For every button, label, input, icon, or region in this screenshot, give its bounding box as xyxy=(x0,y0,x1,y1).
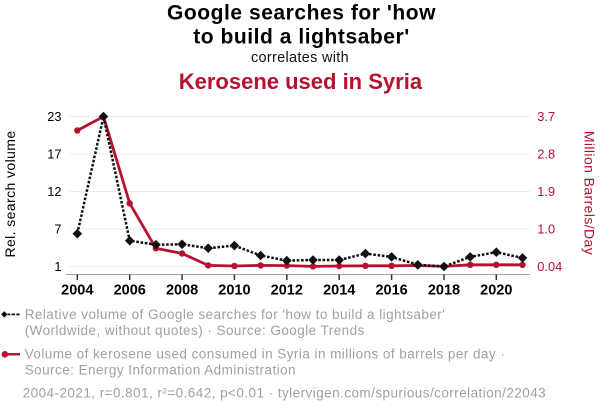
svg-text:2010: 2010 xyxy=(218,283,250,299)
svg-text:Google searches for 'how: Google searches for 'how xyxy=(167,2,436,25)
svg-text:2006: 2006 xyxy=(114,283,146,299)
svg-text:(Worldwide, without quotes) ·: (Worldwide, without quotes) · Source: Go… xyxy=(25,323,365,338)
svg-text:Volume of kerosene used consum: Volume of kerosene used consumed in Syri… xyxy=(25,347,506,362)
svg-text:1.0: 1.0 xyxy=(537,222,555,237)
svg-text:2.8: 2.8 xyxy=(537,147,555,162)
svg-text:2004: 2004 xyxy=(61,283,93,299)
svg-text:2008: 2008 xyxy=(166,283,198,299)
svg-text:17: 17 xyxy=(47,147,61,162)
svg-text:1.9: 1.9 xyxy=(537,184,555,199)
svg-text:2014: 2014 xyxy=(323,283,355,299)
svg-text:0.04: 0.04 xyxy=(537,259,562,274)
svg-text:2020: 2020 xyxy=(480,283,512,299)
svg-text:2012: 2012 xyxy=(271,283,303,299)
svg-text:to build a lightsaber': to build a lightsaber' xyxy=(193,25,410,48)
svg-text:correlates with: correlates with xyxy=(251,50,349,66)
svg-text:3.7: 3.7 xyxy=(537,109,555,124)
svg-text:12: 12 xyxy=(47,184,61,199)
svg-text:23: 23 xyxy=(47,109,61,124)
svg-text:7: 7 xyxy=(54,222,61,237)
svg-text:2018: 2018 xyxy=(428,283,460,299)
svg-text:Source: Energy Information Adm: Source: Energy Information Administratio… xyxy=(25,362,296,377)
svg-text:Rel. search volume: Rel. search volume xyxy=(2,130,18,257)
svg-text:2004-2021, r=0.801, r²=0.642,: 2004-2021, r=0.801, r²=0.642, p<0.01 · t… xyxy=(23,385,546,400)
svg-text:Kerosene used in Syria: Kerosene used in Syria xyxy=(179,69,423,94)
svg-text:2016: 2016 xyxy=(375,283,407,299)
svg-text:Relative volume of Google sear: Relative volume of Google searches for '… xyxy=(25,307,446,322)
svg-text:Million Barrels/Day: Million Barrels/Day xyxy=(582,131,598,255)
svg-text:1: 1 xyxy=(54,259,61,274)
